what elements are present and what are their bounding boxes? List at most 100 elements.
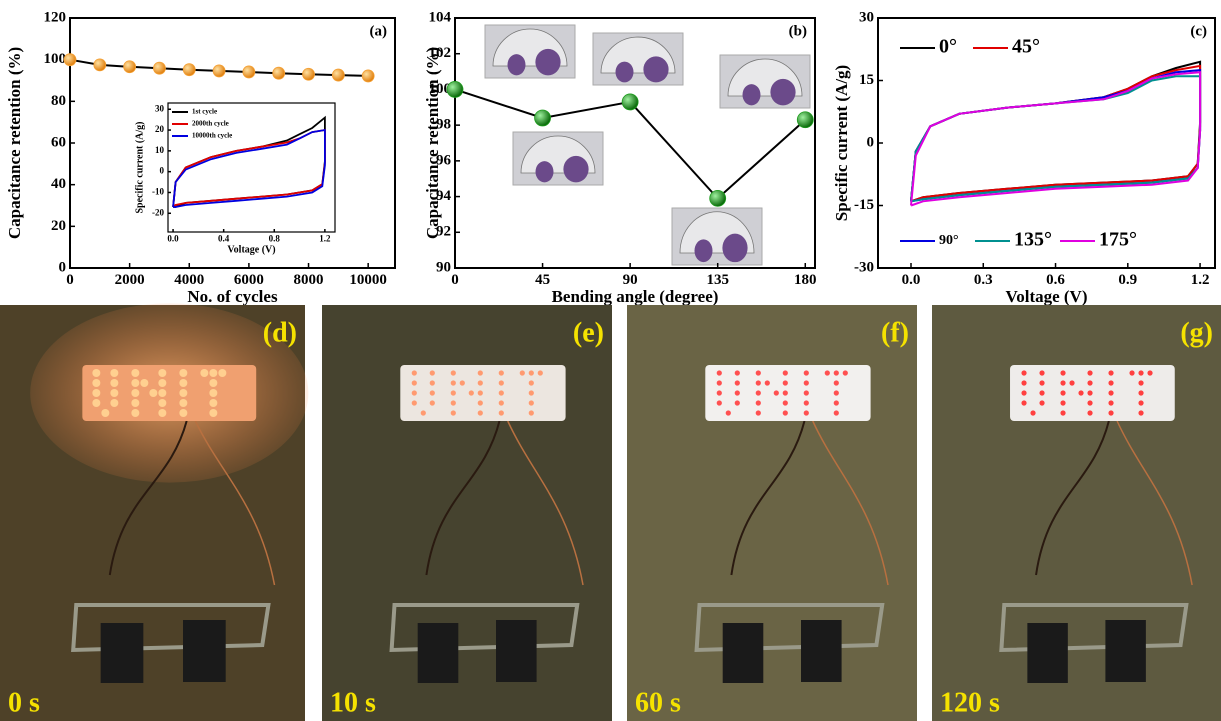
glove xyxy=(643,56,668,82)
led xyxy=(1021,380,1026,385)
led xyxy=(1021,370,1026,375)
x-tick-label: 180 xyxy=(794,272,817,288)
y-tick-label: 60 xyxy=(51,134,66,150)
x-tick-label: 90 xyxy=(623,272,638,288)
led xyxy=(131,369,139,377)
led xyxy=(430,370,435,375)
photo-label: (f) xyxy=(881,317,909,348)
x-tick-label: 4000 xyxy=(174,272,204,288)
led xyxy=(430,380,435,385)
led xyxy=(179,379,187,387)
led xyxy=(92,399,100,407)
led xyxy=(774,390,779,395)
y-axis-title: Specific current (A/g) xyxy=(134,121,145,213)
led xyxy=(140,379,148,387)
cell xyxy=(496,620,537,682)
led xyxy=(92,389,100,397)
y-tick-label: 120 xyxy=(44,9,67,25)
led xyxy=(783,370,788,375)
data-point xyxy=(332,69,344,81)
led xyxy=(1030,410,1035,415)
led xyxy=(430,400,435,405)
led xyxy=(529,400,534,405)
x-tick-label: 0.4 xyxy=(218,234,230,244)
legend-label: 1st cycle xyxy=(192,108,217,116)
y-axis-title: Capacitance retention (%) xyxy=(423,47,442,239)
led xyxy=(478,400,483,405)
led xyxy=(421,410,426,415)
led xyxy=(158,369,166,377)
led xyxy=(825,370,830,375)
led xyxy=(92,379,100,387)
led xyxy=(430,390,435,395)
cell xyxy=(418,623,459,683)
led xyxy=(92,369,100,377)
led xyxy=(804,410,809,415)
y-tick-label: 0 xyxy=(160,166,165,176)
led xyxy=(499,410,504,415)
led xyxy=(1138,370,1143,375)
led xyxy=(158,399,166,407)
data-point xyxy=(710,190,726,206)
led xyxy=(726,410,731,415)
x-tick-label: 0.8 xyxy=(269,234,281,244)
led xyxy=(804,380,809,385)
y-tick-label: 30 xyxy=(859,9,874,25)
led xyxy=(834,400,839,405)
legend-label: 2000th cycle xyxy=(192,120,229,128)
glove xyxy=(743,84,761,105)
photo-time: 60 s xyxy=(635,687,681,718)
led xyxy=(529,390,534,395)
x-tick-label: 0 xyxy=(451,272,459,288)
led xyxy=(110,389,118,397)
led xyxy=(756,380,761,385)
led xyxy=(218,369,226,377)
led xyxy=(1087,370,1092,375)
led xyxy=(1138,410,1143,415)
led xyxy=(1108,390,1113,395)
led xyxy=(412,380,417,385)
x-tick-label: 135 xyxy=(706,272,729,288)
cell xyxy=(101,623,144,683)
led xyxy=(499,390,504,395)
led xyxy=(783,410,788,415)
led xyxy=(1138,400,1143,405)
led xyxy=(735,390,740,395)
data-point xyxy=(94,59,106,71)
led xyxy=(1087,390,1092,395)
led xyxy=(756,410,761,415)
y-tick-label: 0 xyxy=(59,259,67,275)
x-tick-label: 0 xyxy=(66,272,74,288)
data-point xyxy=(153,62,165,74)
led xyxy=(179,399,187,407)
led xyxy=(1060,400,1065,405)
led xyxy=(1108,370,1113,375)
led xyxy=(131,389,139,397)
cell xyxy=(1027,623,1067,683)
led xyxy=(499,400,504,405)
led xyxy=(1021,400,1026,405)
panel-label: (a) xyxy=(370,23,388,39)
cell xyxy=(183,620,226,682)
led xyxy=(1039,400,1044,405)
legend-label: 175° xyxy=(1099,229,1137,251)
data-point xyxy=(622,94,638,110)
led xyxy=(499,380,504,385)
led xyxy=(1108,410,1113,415)
x-tick-label: 6000 xyxy=(234,272,264,288)
led xyxy=(735,370,740,375)
led xyxy=(469,390,474,395)
led xyxy=(834,410,839,415)
led xyxy=(110,379,118,387)
x-tick-label: 8000 xyxy=(294,272,324,288)
glove xyxy=(535,49,560,76)
y-axis-title: Specific current (A/g) xyxy=(832,65,851,221)
photo-label: (d) xyxy=(263,317,297,348)
data-point xyxy=(362,70,374,82)
x-axis-title: No. of cycles xyxy=(187,287,278,306)
led xyxy=(1069,380,1074,385)
figure: 0204060801001200200040006000800010000No.… xyxy=(0,0,1221,721)
data-point xyxy=(797,112,813,128)
photo-time: 10 s xyxy=(330,687,376,718)
led xyxy=(209,409,217,417)
